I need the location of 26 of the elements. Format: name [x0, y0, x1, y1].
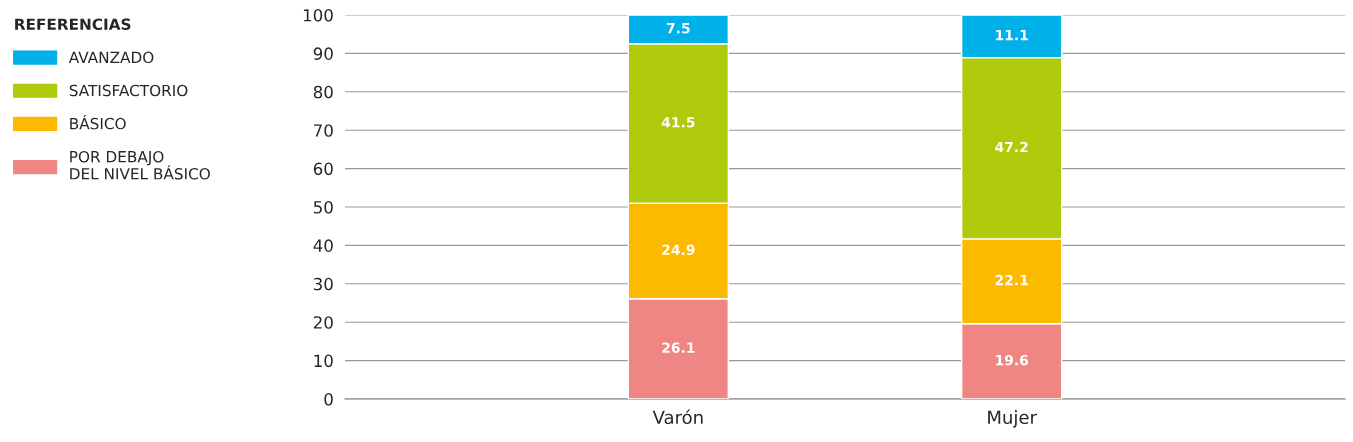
y-tick-label: 40: [313, 239, 333, 252]
x-tick-label: Varón: [652, 409, 703, 425]
y-tick-label: 100: [303, 8, 333, 22]
data-label: 22.1: [995, 274, 1028, 286]
legend-title: REFERENCIAS: [15, 18, 131, 30]
y-tick-label: 30: [313, 277, 333, 291]
data-label: 19.6: [996, 354, 1029, 366]
legend-label: SATISFACTORIO: [69, 84, 188, 97]
y-tick-label: 80: [313, 85, 333, 99]
data-label: 41.5: [661, 117, 695, 128]
y-tick-label: 20: [313, 316, 333, 329]
y-tick-label: 60: [313, 162, 333, 176]
data-label: 26.1: [662, 342, 695, 353]
y-tick-label: 0: [324, 392, 333, 406]
y-tick-label: 70: [314, 124, 333, 137]
y-tick-label: 10: [314, 354, 333, 368]
data-label: 47.2: [995, 141, 1028, 153]
legend-label: AVANZADO: [68, 51, 154, 64]
data-label: 11.1: [996, 30, 1028, 41]
x-tick-label: Mujer: [988, 410, 1037, 428]
legend-label: POR DEBAJO DEL NIVEL BÁSICO: [70, 150, 210, 180]
y-tick-label: 90: [313, 47, 333, 60]
y-tick-label: 50: [313, 200, 333, 214]
data-label: 24.9: [662, 244, 695, 255]
legend-label: BÁSICO: [70, 115, 126, 130]
data-label: 7.5: [666, 23, 690, 34]
